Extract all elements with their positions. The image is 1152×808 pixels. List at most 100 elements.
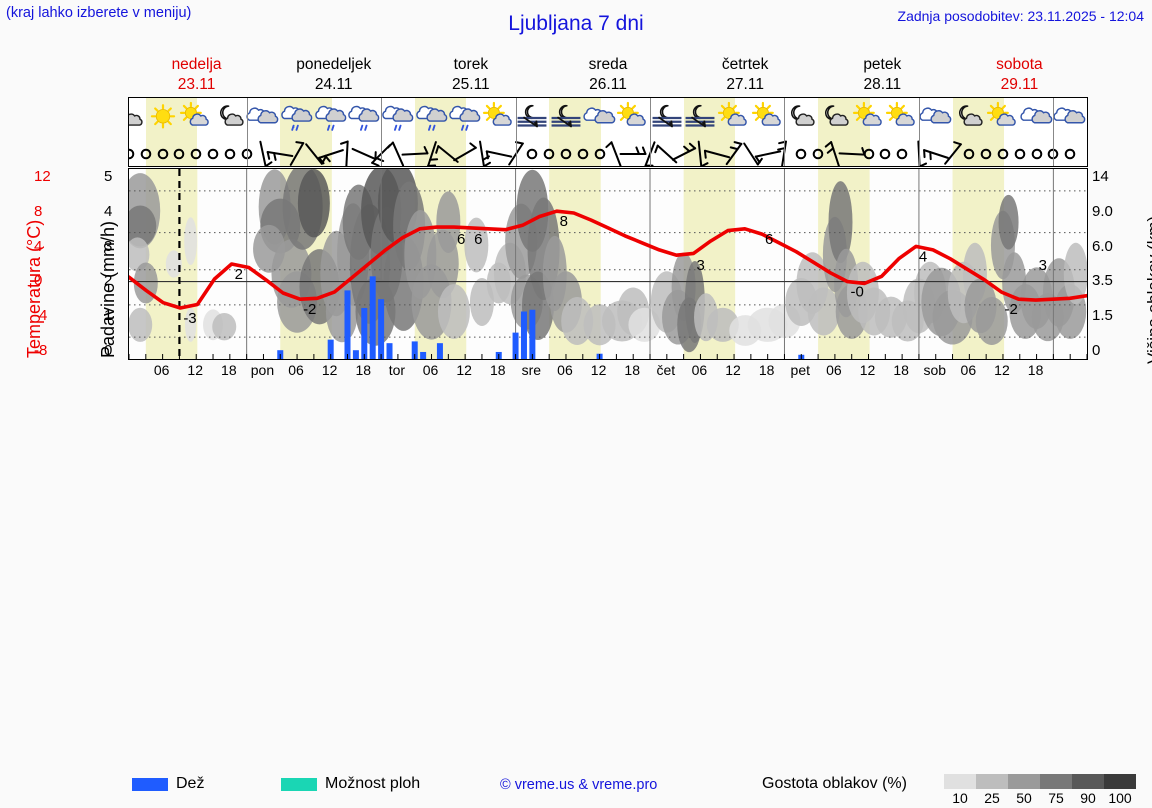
axis-tick-label: 0 (34, 272, 42, 289)
cloud-density-tick: 100 (1108, 790, 1131, 806)
cloud-density-swatch (1008, 774, 1040, 789)
x-tick-18: 18 (624, 362, 640, 378)
x-tick-06: 06 (154, 362, 170, 378)
weather-icon-cloud (1020, 100, 1054, 136)
axis-tick-label: 9.0 (1092, 203, 1113, 220)
temperature-label: 3 (697, 257, 705, 274)
axis-tick-label: -8 (34, 342, 47, 359)
weather-icon-sun-cloud (717, 100, 751, 136)
weather-icon-moon-cloud (818, 100, 852, 136)
temperature-label: -2 (303, 301, 316, 318)
weather-icon-cloud-rain (314, 100, 348, 136)
cloud-density-swatch (1040, 774, 1072, 789)
weather-icon-moon-fog (650, 100, 684, 136)
day-date: 25.11 (402, 75, 539, 95)
axis-tick-label: 6.0 (1092, 238, 1113, 255)
x-tick-12: 12 (591, 362, 607, 378)
weather-icon-moon-cloud (952, 100, 986, 136)
temperature-label: -0 (851, 284, 864, 301)
day-date: 26.11 (539, 75, 676, 95)
precipitation-bar (529, 310, 535, 359)
x-axis-ticks (129, 354, 1087, 359)
weather-icon-moon-cloud (213, 100, 247, 136)
temperature-label: -2 (1004, 301, 1017, 318)
x-tick-06: 06 (557, 362, 573, 378)
cloudheight-axis-title: Višina oblakov (km) (1124, 168, 1150, 368)
x-tick-sob: sob (923, 362, 946, 378)
cloud-density-field (129, 169, 1087, 352)
axis-tick-label: 14 (1092, 168, 1109, 185)
precipitation-bar (521, 312, 527, 360)
svg-text:*: * (292, 124, 295, 133)
day-name: sreda (539, 55, 676, 75)
wind-calm-icon (1055, 140, 1085, 166)
axis-tick-label: 0 (104, 342, 112, 359)
day-date: 28.11 (814, 75, 951, 95)
x-tick-12: 12 (725, 362, 741, 378)
legend: Dež Možnost ploh © vreme.us & vreme.pro … (0, 386, 1152, 426)
axis-tick-label: 5 (104, 168, 112, 185)
weather-icon-cloud-sleet: * (280, 100, 314, 136)
cloud-density-swatch (1104, 774, 1136, 789)
temperature-label: 4 (919, 248, 927, 265)
weather-icon-moon-fog (683, 100, 717, 136)
showers-legend-swatch (281, 778, 317, 791)
axis-tick-label: 2 (104, 272, 112, 289)
temperature-label: 6 (765, 231, 773, 248)
cloudheight-axis-title-text: Višina oblakov (km) (1144, 216, 1152, 364)
x-tick-18: 18 (221, 362, 237, 378)
day-separator (650, 98, 651, 166)
day-name: petek (814, 55, 951, 75)
cloud-density-swatch (976, 774, 1008, 789)
x-tick-06: 06 (692, 362, 708, 378)
weather-icon-moon-fog (549, 100, 583, 136)
x-tick-pet: pet (791, 362, 810, 378)
cloud-density-tick: 10 (952, 790, 968, 806)
x-tick-06: 06 (961, 362, 977, 378)
x-tick-18: 18 (356, 362, 372, 378)
precipitation-bar (437, 343, 443, 359)
weather-icon-sun-cloud (885, 100, 919, 136)
day-date: 27.11 (677, 75, 814, 95)
precipitation-bar (344, 290, 350, 359)
day-name: nedelja (128, 55, 265, 75)
precipitation-axis-title: Padavine (mm/h) (78, 168, 104, 360)
x-tick-čet: čet (656, 362, 675, 378)
weather-icon-sun-cloud (616, 100, 650, 136)
showers-legend-label: Možnost ploh (325, 775, 420, 793)
weather-icon-sun (146, 100, 180, 136)
weather-icon-cloud (919, 100, 953, 136)
cloud-density-colorbar (944, 774, 1136, 789)
x-tick-18: 18 (893, 362, 909, 378)
x-tick-06: 06 (423, 362, 439, 378)
cloud-density-tick: 75 (1048, 790, 1064, 806)
copyright-link[interactable]: © vreme.us & vreme.pro (500, 777, 657, 793)
temperature-label: 3 (1039, 257, 1047, 274)
precipitation-bar (420, 352, 426, 359)
precipitation-bar (370, 276, 376, 359)
x-tick-06: 06 (826, 362, 842, 378)
axis-tick-label: 8 (34, 203, 42, 220)
day-separator (516, 98, 517, 166)
rain-legend-swatch (132, 778, 168, 791)
day-date: 29.11 (951, 75, 1088, 95)
day-separator (1053, 98, 1054, 166)
axis-tick-label: 1 (104, 307, 112, 324)
day-date: 24.11 (265, 75, 402, 95)
day-date: 23.11 (128, 75, 265, 95)
x-tick-12: 12 (860, 362, 876, 378)
cloud-density-legend-label: Gostota oblakov (%) (762, 775, 907, 793)
cloud-density-tick: 50 (1016, 790, 1032, 806)
temperature-label: -3 (183, 310, 196, 327)
temperature-label: 8 (560, 213, 568, 230)
axis-tick-label: 3 (104, 238, 112, 255)
temperature-label: 2 (235, 266, 243, 283)
day-name: torek (402, 55, 539, 75)
day-separator (919, 98, 920, 166)
